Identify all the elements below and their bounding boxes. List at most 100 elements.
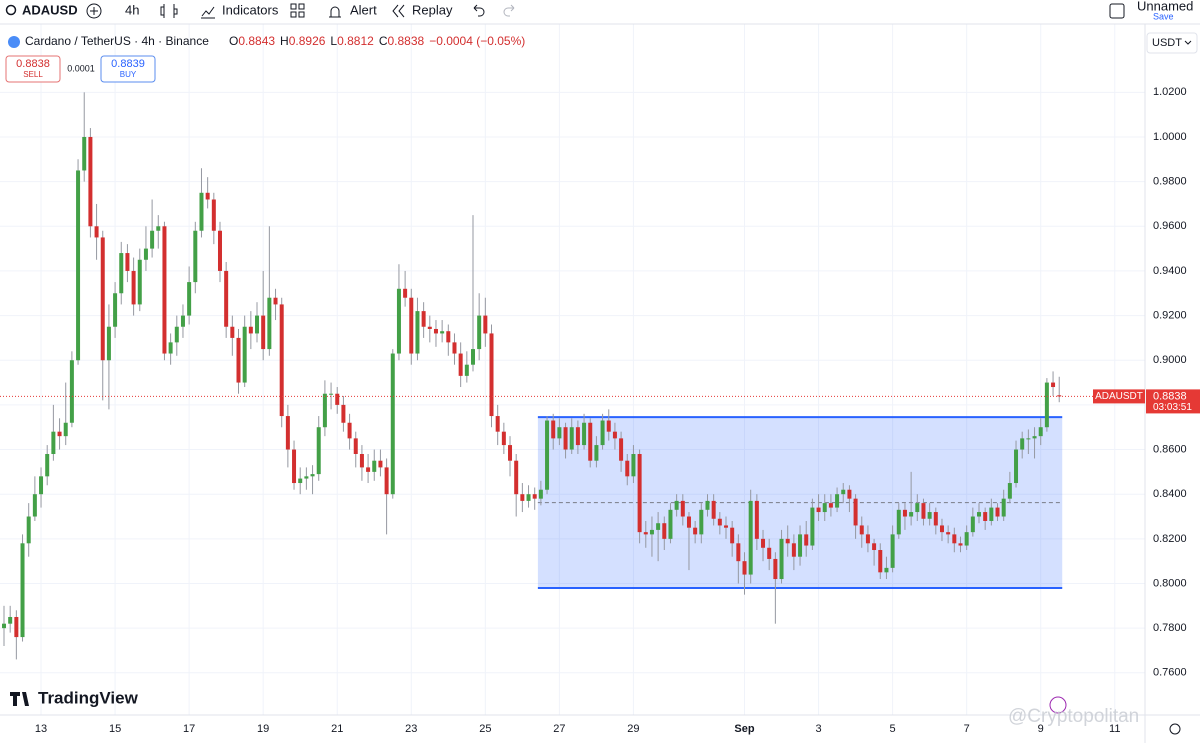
spread: 0.0001 [67, 63, 95, 73]
candle-body [643, 532, 648, 535]
candle-body [970, 516, 975, 533]
symbol-logo [8, 36, 20, 48]
buy-price: 0.8839 [111, 58, 145, 70]
add-symbol-icon[interactable] [86, 3, 102, 19]
indicators-icon[interactable] [201, 6, 215, 19]
x-tick-label: 7 [964, 723, 970, 735]
candle-body [63, 422, 68, 437]
candle-body [131, 270, 136, 305]
x-tick-label: 25 [479, 723, 491, 735]
candle-body [384, 467, 389, 495]
alert-button[interactable]: Alert [350, 2, 377, 17]
alert-icon[interactable] [329, 6, 341, 18]
candle-body [452, 342, 457, 354]
candle-body [588, 422, 593, 461]
layout-checkbox[interactable] [1109, 3, 1125, 19]
candle-body [69, 360, 74, 423]
x-tick-label: 3 [815, 723, 821, 735]
legend-label: O [229, 34, 238, 48]
candle-body [569, 427, 574, 450]
candle-body [946, 532, 951, 535]
candle-body [162, 226, 167, 354]
candle-body [723, 525, 728, 528]
layout-icon[interactable] [290, 3, 297, 10]
candle-body [1026, 438, 1031, 440]
candle-body [798, 534, 803, 557]
candle-body [217, 230, 222, 271]
replay-button[interactable]: Replay [412, 2, 453, 17]
candle-body [810, 507, 815, 546]
symbol[interactable]: ADAUSD [22, 2, 78, 17]
indicators-button[interactable]: Indicators [222, 2, 279, 17]
y-tick-label: 0.9000 [1153, 354, 1187, 366]
candle-body [224, 270, 229, 327]
legend-change: −0.0004 (−0.05%) [429, 34, 525, 48]
candle-body [520, 494, 525, 501]
legend-label: H [280, 34, 289, 48]
candle-body [736, 543, 741, 562]
candle-body [668, 509, 673, 539]
candle-body [791, 543, 796, 557]
candle-body [884, 567, 889, 573]
y-tick-label: 0.8600 [1153, 443, 1187, 455]
candle-body [983, 512, 988, 521]
settings-icon[interactable] [1169, 723, 1181, 735]
toolbar-bg [0, 0, 1200, 24]
candle-body [193, 230, 198, 283]
currency-button[interactable] [1146, 32, 1198, 54]
candle-body [674, 500, 679, 510]
tradingview-logo: TradingView [38, 688, 139, 707]
candle-body [582, 422, 587, 446]
replay-icon[interactable] [392, 4, 405, 18]
candle-body [853, 498, 858, 526]
candle-body [693, 527, 698, 535]
buy-button[interactable] [100, 55, 156, 83]
ohlc-legend: O0.8843 H0.8926 L0.8812 C0.8838 −0.0004 (−0.… [229, 34, 525, 48]
save-button[interactable]: Save [1153, 11, 1174, 21]
candle-body [180, 315, 185, 327]
x-tick-label: 11 [1109, 723, 1120, 735]
candle-body [427, 326, 432, 329]
legend-label: C [379, 34, 388, 48]
search-icon[interactable] [5, 4, 17, 16]
layout-name[interactable]: Unnamed [1137, 0, 1193, 13]
candle-body [1020, 438, 1025, 450]
grid [0, 24, 1145, 715]
chart-type-icon[interactable] [160, 4, 178, 18]
legend-value: 0.8926 [289, 34, 326, 48]
candle-body [477, 315, 482, 350]
candle-body [26, 516, 31, 544]
price-tag-symbol: ADAUSDT [1095, 391, 1143, 402]
chevron [1184, 40, 1192, 45]
candle-body [656, 523, 661, 530]
x-tick-label: 21 [331, 723, 343, 735]
candle-body [890, 534, 895, 568]
legend-header: Cardano / TetherUS · 4h · Binance O0.884… [5, 34, 525, 83]
redo-icon[interactable] [503, 4, 515, 17]
ohlc-values: O0.8843 H0.8926 L0.8812 C0.8838 −0.0004 (−0.… [229, 34, 525, 48]
candle-body [396, 288, 401, 354]
flash-icon[interactable] [1049, 696, 1067, 714]
candle-body [82, 136, 87, 171]
candle-body [8, 616, 13, 624]
candle-body [662, 523, 667, 539]
candle-body [150, 230, 155, 249]
candle-body [230, 326, 235, 338]
candle-body [205, 192, 210, 200]
candle-body [372, 460, 377, 472]
candle-body [199, 192, 204, 231]
candle-body [816, 507, 821, 513]
candle-body [1032, 436, 1037, 439]
sell-button[interactable] [5, 55, 61, 83]
candle-body [470, 349, 475, 365]
candle-body [458, 353, 463, 376]
candle-body [538, 489, 543, 499]
candle-body [952, 534, 957, 544]
candle-body [76, 170, 81, 361]
undo-icon[interactable] [473, 4, 485, 17]
interval[interactable]: 4h [125, 2, 139, 17]
candle-body [1014, 449, 1019, 484]
